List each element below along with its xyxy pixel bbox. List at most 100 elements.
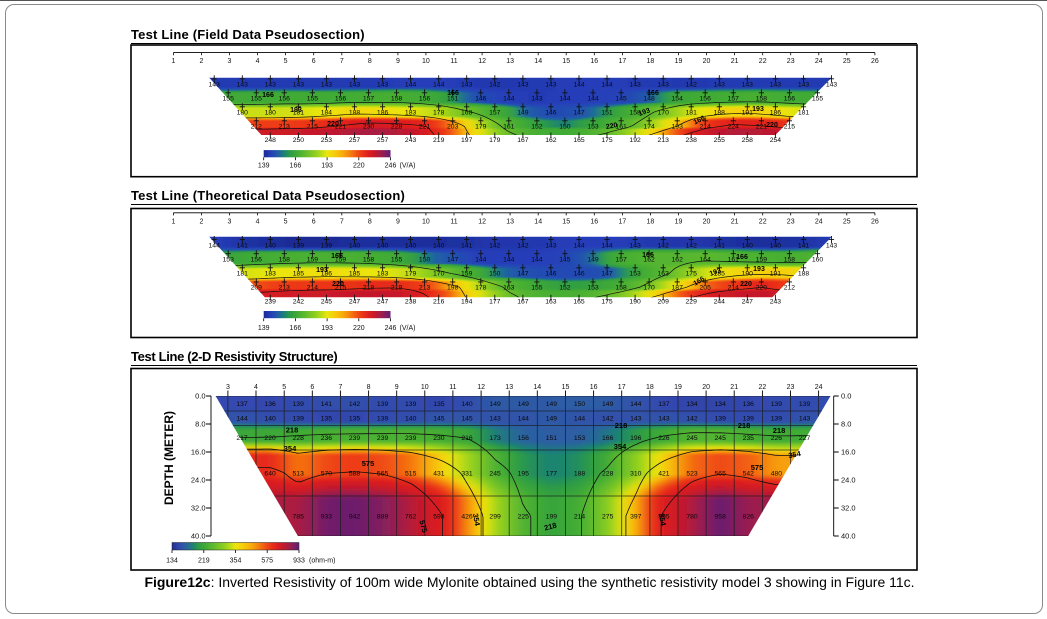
svg-text:198: 198 <box>447 285 459 292</box>
svg-text:575: 575 <box>417 519 429 533</box>
svg-text:155: 155 <box>307 96 319 103</box>
svg-text:255: 255 <box>714 137 726 144</box>
svg-text:213: 213 <box>419 285 431 292</box>
svg-text:143: 143 <box>658 82 670 89</box>
svg-text:162: 162 <box>545 137 557 144</box>
svg-text:6: 6 <box>310 384 314 391</box>
svg-text:161: 161 <box>503 124 515 131</box>
svg-text:186: 186 <box>321 271 333 278</box>
svg-text:139: 139 <box>771 416 783 423</box>
svg-text:221: 221 <box>335 124 347 131</box>
svg-text:8: 8 <box>368 58 372 65</box>
svg-text:149: 149 <box>517 110 529 117</box>
svg-text:144: 144 <box>559 96 571 103</box>
svg-text:151: 151 <box>546 435 558 442</box>
svg-text:149: 149 <box>518 401 530 408</box>
svg-text:11: 11 <box>449 384 456 391</box>
svg-text:156: 156 <box>700 96 712 103</box>
svg-text:209: 209 <box>251 285 263 292</box>
svg-text:(V/A): (V/A) <box>400 325 416 332</box>
svg-text:228: 228 <box>293 435 305 442</box>
svg-text:236: 236 <box>321 435 333 442</box>
svg-text:212: 212 <box>784 285 796 292</box>
svg-text:179: 179 <box>475 124 487 131</box>
svg-text:193: 193 <box>290 107 302 114</box>
svg-text:157: 157 <box>363 96 375 103</box>
svg-text:163: 163 <box>545 299 557 306</box>
svg-text:515: 515 <box>405 470 417 477</box>
svg-text:238: 238 <box>686 137 698 144</box>
svg-text:140: 140 <box>405 416 417 423</box>
svg-text:183: 183 <box>405 110 417 117</box>
svg-text:247: 247 <box>377 299 389 306</box>
svg-text:196: 196 <box>630 435 642 442</box>
svg-text:238: 238 <box>405 299 417 306</box>
svg-text:17: 17 <box>618 384 626 391</box>
svg-text:245: 245 <box>715 435 727 442</box>
svg-text:150: 150 <box>559 124 571 131</box>
svg-text:141: 141 <box>461 242 473 249</box>
svg-text:218: 218 <box>543 521 557 533</box>
svg-text:942: 942 <box>349 513 361 520</box>
svg-text:199: 199 <box>546 513 558 520</box>
svg-text:140: 140 <box>770 242 782 249</box>
svg-text:24: 24 <box>815 218 823 225</box>
svg-text:141: 141 <box>714 242 726 249</box>
svg-text:166: 166 <box>602 435 614 442</box>
svg-text:144: 144 <box>503 256 515 263</box>
svg-text:218: 218 <box>738 421 751 430</box>
svg-text:180: 180 <box>237 110 249 117</box>
svg-text:220: 220 <box>327 121 339 128</box>
svg-text:214: 214 <box>700 124 712 131</box>
svg-text:15: 15 <box>562 58 570 65</box>
svg-text:195: 195 <box>518 470 530 477</box>
svg-text:158: 158 <box>391 96 403 103</box>
svg-text:177: 177 <box>546 470 558 477</box>
svg-text:4: 4 <box>256 218 260 225</box>
svg-text:13: 13 <box>505 384 513 391</box>
svg-text:24.0: 24.0 <box>191 475 206 484</box>
svg-text:595: 595 <box>658 513 670 520</box>
svg-text:354: 354 <box>471 513 482 528</box>
svg-text:5: 5 <box>282 384 286 391</box>
svg-text:150: 150 <box>489 271 501 278</box>
svg-text:20: 20 <box>702 384 710 391</box>
svg-text:213: 213 <box>279 124 291 131</box>
svg-text:143: 143 <box>630 416 642 423</box>
svg-text:523: 523 <box>686 470 698 477</box>
svg-text:11: 11 <box>450 58 457 65</box>
svg-text:513: 513 <box>293 470 305 477</box>
svg-text:135: 135 <box>321 416 333 423</box>
svg-text:140: 140 <box>377 242 389 249</box>
svg-text:8.0: 8.0 <box>841 419 851 428</box>
svg-text:164: 164 <box>700 256 712 263</box>
svg-text:542: 542 <box>743 470 755 477</box>
svg-text:354: 354 <box>284 444 297 453</box>
svg-text:213: 213 <box>658 137 670 144</box>
svg-text:140: 140 <box>405 242 417 249</box>
svg-text:159: 159 <box>335 256 347 263</box>
svg-text:221: 221 <box>419 124 431 131</box>
svg-text:151: 151 <box>601 110 613 117</box>
svg-text:143: 143 <box>349 82 361 89</box>
svg-text:146: 146 <box>545 110 557 117</box>
svg-text:239: 239 <box>349 435 361 442</box>
svg-text:181: 181 <box>798 110 810 117</box>
svg-text:134: 134 <box>715 401 727 408</box>
svg-text:588: 588 <box>349 470 361 477</box>
svg-text:DEPTH (METER): DEPTH (METER) <box>162 411 176 505</box>
svg-text:299: 299 <box>489 513 501 520</box>
svg-text:144: 144 <box>573 242 585 249</box>
svg-text:(ohm-m): (ohm-m) <box>309 557 335 564</box>
svg-text:144: 144 <box>405 82 417 89</box>
svg-text:143: 143 <box>629 82 641 89</box>
svg-text:0.0: 0.0 <box>841 391 851 400</box>
svg-text:354: 354 <box>657 513 668 528</box>
svg-text:331: 331 <box>461 470 473 477</box>
svg-text:159: 159 <box>307 256 319 263</box>
svg-text:158: 158 <box>615 285 627 292</box>
svg-text:575: 575 <box>751 463 764 472</box>
svg-text:140: 140 <box>264 416 276 423</box>
svg-text:15: 15 <box>562 384 570 391</box>
svg-text:166: 166 <box>331 253 343 260</box>
